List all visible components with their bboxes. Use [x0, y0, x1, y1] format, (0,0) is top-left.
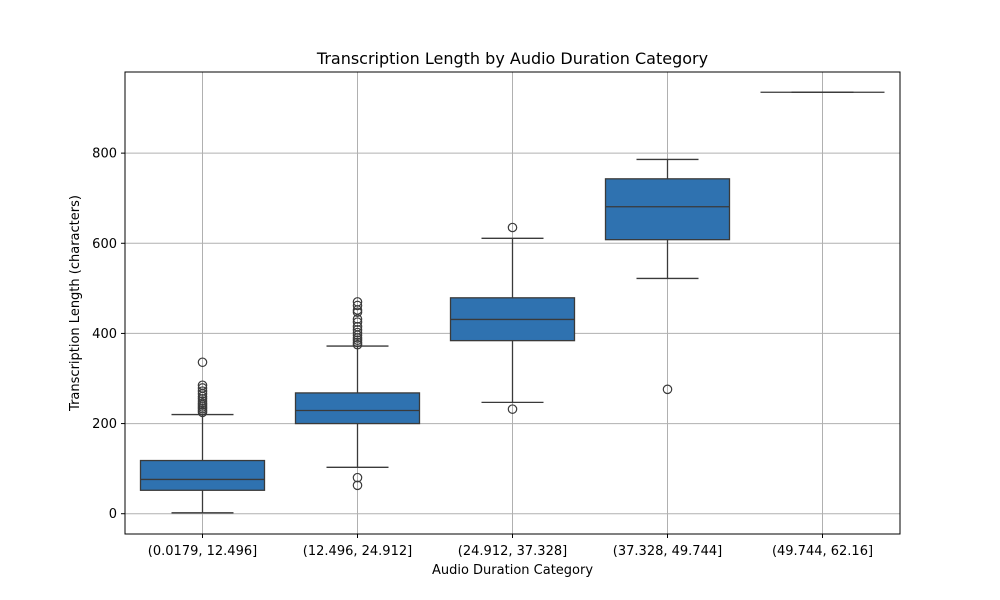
box-group	[294, 297, 421, 491]
x-axis-label: Audio Duration Category	[432, 563, 593, 578]
outlier-point	[197, 380, 208, 391]
iqr-box	[604, 178, 731, 241]
outlier-point	[197, 386, 208, 396]
outlier-point	[352, 297, 363, 307]
outlier-point	[352, 325, 363, 335]
outlier-point	[662, 384, 673, 395]
box-group	[604, 158, 731, 395]
outlier-point	[197, 383, 208, 393]
outlier-point	[352, 321, 363, 332]
y-tick-label: 0	[109, 507, 117, 522]
grid-lines	[125, 72, 900, 534]
outlier-point	[352, 327, 363, 338]
outlier-point	[352, 314, 363, 324]
chart-title: Transcription Length by Audio Duration C…	[316, 49, 708, 68]
outlier-point	[352, 480, 363, 491]
x-tick-label: (49.744, 62.16]	[772, 544, 873, 559]
iqr-box	[294, 392, 421, 425]
y-tick-label: 400	[92, 327, 117, 342]
y-axis-label: Transcription Length (characters)	[68, 195, 83, 412]
iqr-box	[139, 459, 266, 491]
x-tick-label: (24.912, 37.328]	[458, 544, 567, 559]
outlier-point	[507, 222, 518, 233]
outlier-point	[352, 317, 363, 327]
x-tick-label: (0.0179, 12.496]	[148, 544, 257, 559]
y-axis: 0 200 400 600 800	[92, 147, 125, 522]
x-tick-label: (12.496, 24.912]	[303, 544, 412, 559]
y-tick-label: 600	[92, 237, 117, 252]
x-axis: (0.0179, 12.496] (12.496, 24.912] (24.912,…	[148, 534, 873, 559]
y-tick-label: 200	[92, 417, 117, 432]
x-tick-label: (37.328, 49.744]	[613, 544, 722, 559]
outlier-point	[352, 472, 363, 483]
box-group	[139, 357, 266, 514]
outlier-point	[507, 404, 518, 414]
y-tick-label: 800	[92, 147, 117, 162]
box-group	[449, 222, 576, 414]
outlier-point	[197, 357, 208, 368]
box-series	[139, 91, 885, 514]
outlier-point	[352, 300, 363, 311]
